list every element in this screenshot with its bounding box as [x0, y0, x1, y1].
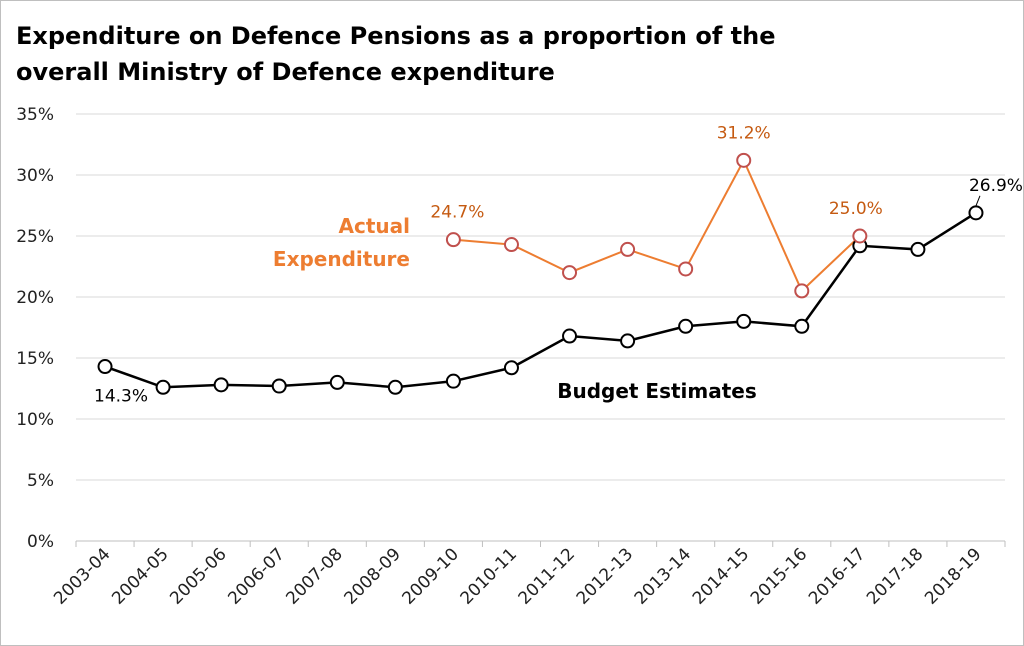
series-marker [620, 333, 636, 349]
x-tick-label: 2013-14 [631, 544, 695, 608]
x-tick-label: 2009-10 [399, 544, 463, 608]
x-tick-label: 2004-05 [108, 544, 172, 608]
y-tick-label: 15% [16, 349, 54, 369]
y-tick-label: 20% [16, 288, 54, 308]
series-marker [794, 283, 810, 299]
series-marker [329, 374, 345, 390]
y-tick-label: 0% [27, 532, 54, 552]
series-marker [736, 313, 752, 329]
chart-title: Expenditure on Defence Pensions as a pro… [16, 22, 776, 86]
data-label: 24.7% [430, 203, 484, 223]
series-markers [97, 152, 984, 395]
series-lines [104, 158, 977, 389]
y-tick-label: 30% [16, 166, 54, 186]
data-label: 25.0% [829, 199, 883, 219]
y-tick-label: 10% [16, 410, 54, 430]
series-marker [445, 373, 461, 389]
data-label: 26.9% [969, 176, 1023, 196]
series-marker [562, 328, 578, 344]
x-tick-label: 2005-06 [166, 544, 230, 608]
x-tick-label: 2010-11 [457, 544, 521, 608]
series-marker [97, 359, 113, 375]
series-label-line: Actual [339, 214, 410, 238]
series-marker [271, 378, 287, 394]
series-marker [503, 360, 519, 376]
series-label-actual: Actual Expenditure [273, 214, 410, 271]
x-tick-label: 2011-12 [515, 544, 579, 608]
series-line [104, 211, 977, 389]
series-marker [968, 205, 984, 221]
series-label-line: Expenditure [273, 247, 410, 271]
series-marker [678, 261, 694, 277]
series-marker [794, 318, 810, 334]
data-labels: 14.3% 26.9% 24.7% 31.2% 25.0% Budget Estimate… [94, 123, 1023, 406]
series-marker [213, 377, 229, 393]
x-tick-label: 2016-17 [805, 544, 869, 608]
x-tick-label: 2017-18 [863, 544, 927, 608]
series-marker [387, 379, 403, 395]
x-tick-label: 2012-13 [573, 544, 637, 608]
x-tick-label: 2003-04 [50, 544, 114, 608]
x-tick-label: 2008-09 [341, 544, 405, 608]
data-label: 31.2% [717, 123, 771, 143]
series-marker [910, 241, 926, 257]
y-tick-label: 25% [16, 227, 54, 247]
data-label: 14.3% [94, 387, 148, 407]
series-marker [852, 228, 868, 244]
series-marker [445, 232, 461, 248]
x-tick-label: 2018-19 [921, 544, 985, 608]
x-tick-label: 2007-08 [282, 544, 346, 608]
x-tick-label: 2015-16 [747, 544, 811, 608]
label-leader-line [975, 195, 981, 207]
series-marker [620, 241, 636, 257]
gridlines [76, 113, 1005, 481]
x-tick-label: 2006-07 [224, 544, 288, 608]
y-tick-label: 5% [27, 471, 54, 491]
y-tick-label: 35% [16, 105, 54, 125]
y-axis-ticks: 0% 5% 10% 15% 20% 25% 30% 35% [16, 105, 54, 552]
series-marker [503, 237, 519, 253]
series-marker [736, 152, 752, 168]
series-line [453, 158, 861, 293]
series-marker [678, 318, 694, 334]
series-marker [155, 379, 171, 395]
series-label-budget: Budget Estimates [557, 379, 757, 403]
x-axis: 2003-042004-052005-062006-072007-082008-… [50, 540, 1006, 609]
series-marker [562, 265, 578, 281]
x-tick-label: 2014-15 [689, 544, 753, 608]
